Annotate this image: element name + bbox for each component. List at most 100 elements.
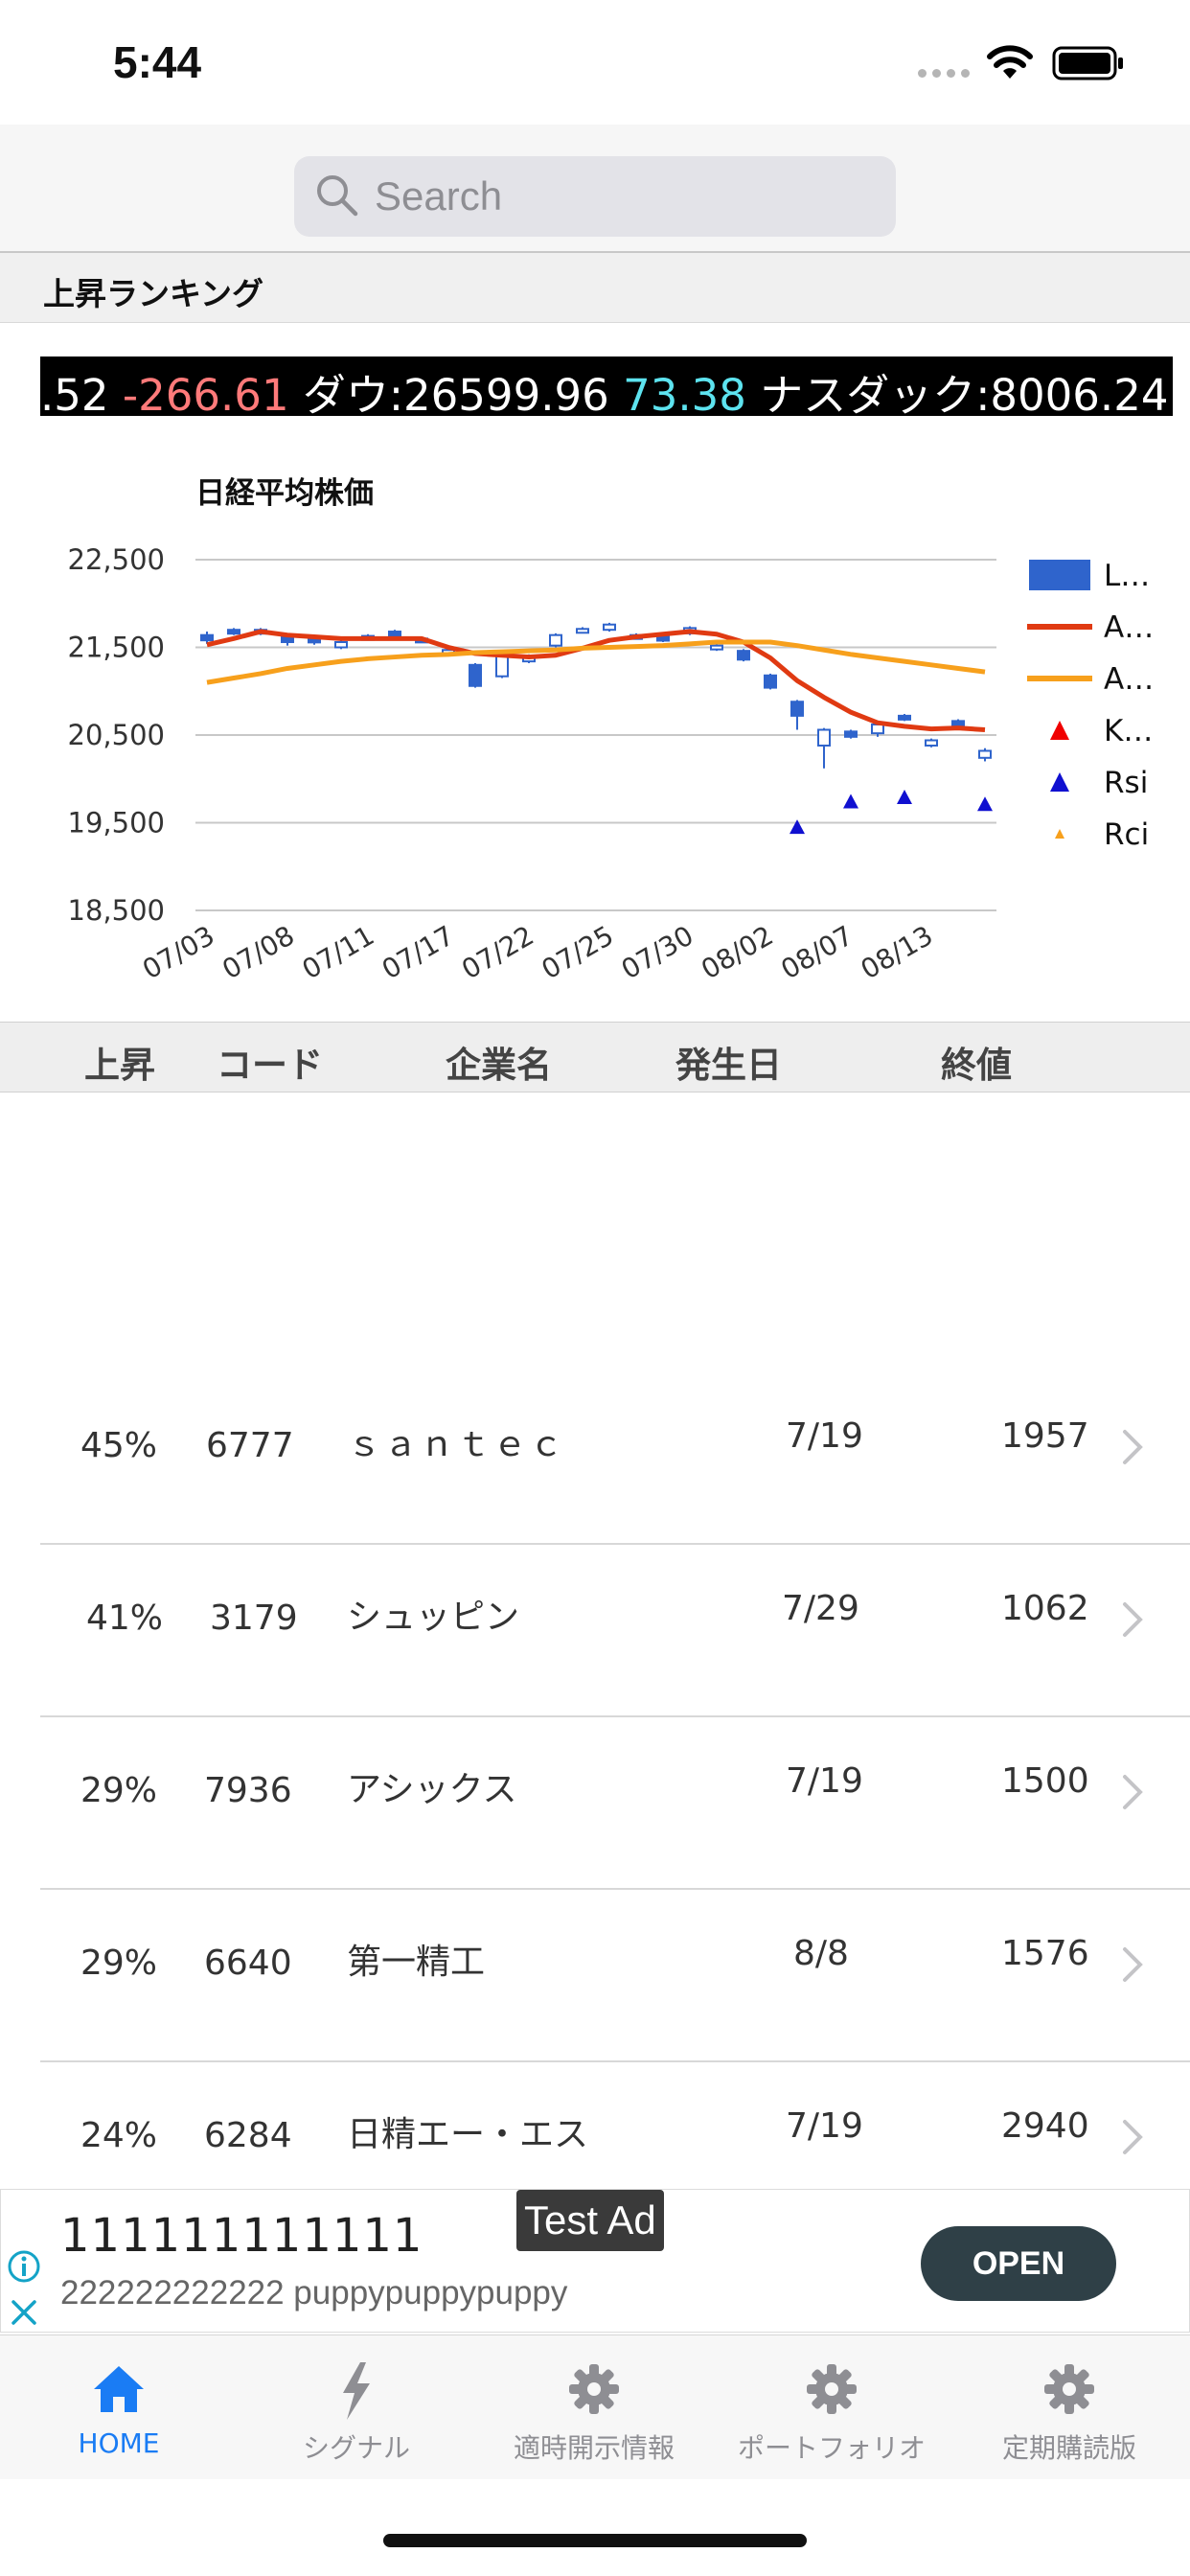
candle-body [817, 728, 831, 747]
ad-banner[interactable]: 111111111111 222222222222 puppypuppypupp… [0, 2189, 1190, 2333]
status-time: 5:44 [113, 37, 202, 87]
candle-body [656, 635, 670, 642]
candle-body [469, 663, 482, 687]
chevron-right-icon [1123, 2120, 1143, 2154]
candle-body [925, 739, 938, 747]
gear-icon [1044, 2364, 1094, 2414]
moving-average-line-2 [206, 639, 986, 685]
tab-portfolio[interactable]: ポートフォリオ [713, 2335, 950, 2479]
tab-subscription[interactable]: 定期購読版 [950, 2335, 1188, 2479]
cell-code: 7936 [204, 1771, 292, 1810]
header-company: 企業名 [446, 1045, 552, 1086]
legend-swatch [1050, 721, 1069, 740]
cell-company: 第一精工 [347, 1943, 486, 1982]
y-tick-label: 19,500 [68, 807, 165, 840]
legend-swatch [1027, 624, 1092, 630]
x-tick-label: 08/13 [856, 919, 938, 985]
search-box[interactable] [294, 156, 896, 237]
candle-body [790, 701, 804, 717]
gear-icon [807, 2364, 857, 2414]
chart-svg: 日経平均株価22,50021,50020,50019,50018,50007/0… [68, 476, 1155, 985]
legend-swatch [1027, 676, 1092, 681]
legend-swatch [1055, 829, 1064, 839]
cell-close: 1957 [1001, 1416, 1089, 1456]
tab-bar: HOME シグナル 適時開示情報 ポートフォリオ [0, 2334, 1190, 2479]
cell-code: 6284 [204, 2116, 292, 2155]
bolt-icon [343, 2362, 370, 2420]
x-tick-label: 07/08 [217, 919, 299, 985]
x-tick-label: 08/02 [696, 919, 778, 985]
home-indicator [383, 2534, 807, 2547]
candle-body [844, 730, 858, 738]
cell-company: 日精エー・エス [347, 2115, 589, 2154]
y-tick-label: 20,500 [68, 719, 165, 751]
tab-disclosure[interactable]: 適時開示情報 [475, 2335, 713, 2479]
cell-date: 7/19 [786, 1761, 863, 1801]
ticker-segment: ナスダック:8006.24 [745, 370, 1173, 416]
table-row[interactable]: 45% 6777 ｓａｎｔｅｃ 7/19 1957 [0, 1372, 1190, 1545]
wifi-icon [987, 45, 1033, 79]
candle-body [227, 629, 240, 635]
cell-rise: 45% [80, 1426, 158, 1465]
tab-label: ポートフォリオ [737, 2432, 926, 2464]
row-divider [40, 1543, 1190, 1545]
table-row[interactable]: 41% 3179 シュッピン 7/29 1062 [0, 1545, 1190, 1717]
chevron-right-icon [1123, 1947, 1143, 1982]
market-ticker: .52 -266.61 ダウ:26599.96 73.38 ナスダック:8006… [40, 356, 1173, 416]
candle-body [710, 644, 723, 651]
battery-icon [1052, 46, 1123, 80]
header-code: コード [217, 1045, 323, 1086]
legend-label: A… [1104, 662, 1154, 697]
x-tick-label: 07/22 [456, 919, 538, 985]
candle-body [978, 749, 992, 759]
nikkei-chart: 日経平均株価 22,500 21,500 20,500 19,500 18,500 07/0… [0, 460, 1190, 1016]
x-tick-label: 07/25 [537, 919, 619, 985]
x-tick-label: 07/17 [377, 919, 459, 985]
legend-swatch [1050, 772, 1069, 792]
cell-rise: 41% [86, 1598, 164, 1638]
y-tick-label: 22,500 [68, 543, 165, 576]
x-tick-label: 07/03 [137, 919, 219, 985]
table-row[interactable]: 29% 7936 アシックス 7/19 1500 [0, 1717, 1190, 1890]
y-tick-label: 21,500 [68, 632, 165, 664]
tab-label: シグナル [302, 2432, 410, 2464]
x-tick-label: 08/07 [776, 919, 858, 985]
section-title: 上昇ランキング [43, 275, 264, 312]
header-rise: 上昇 [84, 1045, 155, 1086]
table-row[interactable]: 29% 6640 第一精工 8/8 1576 [0, 1890, 1190, 2062]
tab-signal[interactable]: シグナル [238, 2335, 475, 2479]
legend-label: Rsi [1104, 766, 1148, 800]
candle-body [871, 724, 884, 735]
cell-code: 6777 [206, 1426, 294, 1465]
header-close: 終値 [941, 1045, 1012, 1086]
rsi-marker [977, 796, 993, 812]
ad-subtitle: 222222222222 puppypuppypuppy [60, 2274, 568, 2312]
chart-title: 日経平均株価 [195, 476, 374, 511]
candle-body [603, 623, 616, 632]
table-row[interactable]: 24% 6284 日精エー・エス 7/19 2940 [0, 2062, 1190, 2189]
cell-date: 7/19 [786, 1416, 863, 1456]
search-icon [317, 175, 358, 217]
close-icon[interactable] [9, 2297, 39, 2328]
x-tick-label: 07/30 [616, 919, 698, 985]
section-header: 上昇ランキング [0, 253, 1190, 323]
ticker-segment: 73.38 [623, 370, 746, 416]
header-date: 発生日 [675, 1045, 782, 1086]
search-input[interactable] [373, 168, 875, 225]
row-divider [40, 1888, 1190, 1890]
test-ad-badge: Test Ad [516, 2190, 664, 2251]
legend-label: L… [1104, 559, 1150, 593]
cell-date: 8/8 [793, 1934, 849, 1973]
y-tick-label: 18,500 [68, 894, 165, 927]
tab-home[interactable]: HOME [0, 2335, 238, 2479]
cell-close: 2940 [1001, 2106, 1089, 2146]
ticker-segment: ダウ:26599.96 [288, 370, 624, 416]
ticker-segment: -266.61 [122, 370, 289, 416]
ticker-segment: .52 [40, 370, 123, 416]
info-icon[interactable] [7, 2249, 41, 2284]
row-divider [40, 1715, 1190, 1717]
candle-body [737, 650, 750, 661]
ad-open-button[interactable]: OPEN [921, 2226, 1116, 2301]
chevron-right-icon [1123, 1775, 1143, 1809]
cell-company: シュッピン [347, 1598, 520, 1637]
